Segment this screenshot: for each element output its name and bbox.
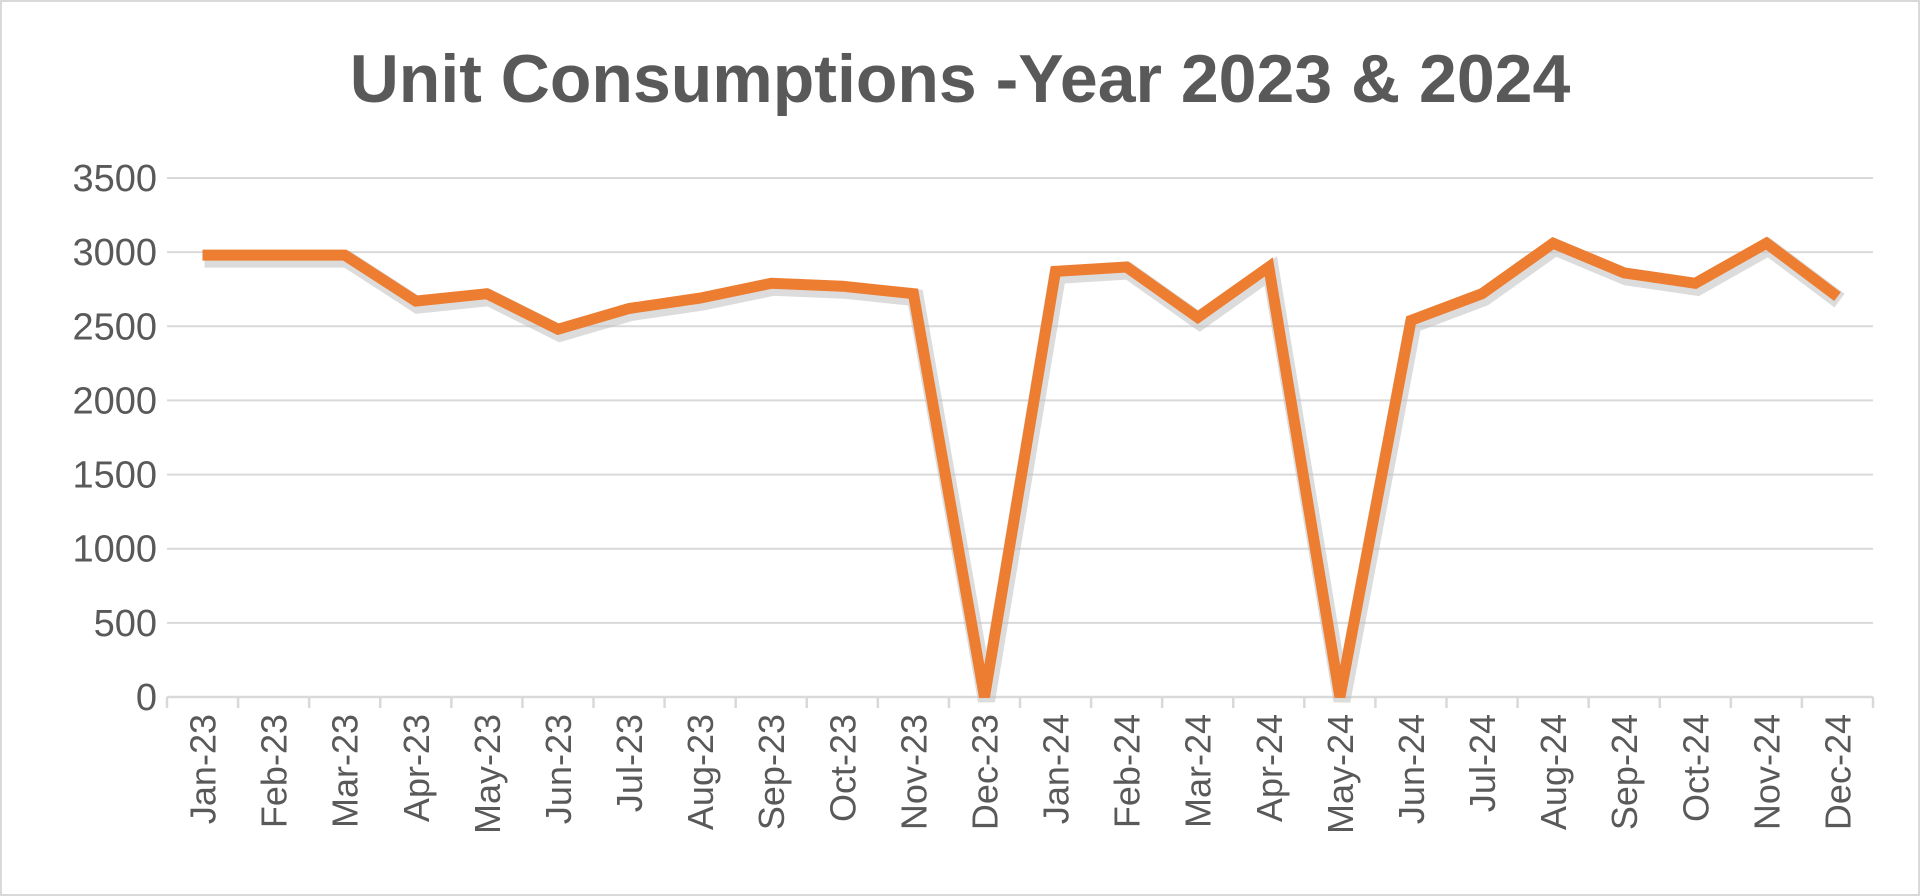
x-tick-label: Apr-23: [396, 714, 437, 822]
x-tick-label: Jun-23: [538, 714, 579, 824]
y-tick-label: 500: [94, 603, 157, 645]
y-tick-label: 3000: [72, 232, 157, 274]
chart-title: Unit Consumptions -Year 2023 & 2024: [350, 41, 1571, 117]
x-tick-label: Sep-24: [1604, 714, 1645, 830]
x-tick-label: Aug-24: [1533, 714, 1574, 830]
x-tick-label: May-24: [1320, 714, 1361, 834]
x-tick-label: Jul-24: [1462, 714, 1503, 812]
gridlines: [167, 177, 1873, 624]
x-tick-label: Feb-24: [1107, 714, 1148, 828]
y-tick-label: 0: [136, 677, 157, 719]
x-tick-label: Jan-24: [1036, 714, 1077, 824]
x-tick-label: Nov-24: [1746, 714, 1787, 830]
x-tick-label: Jul-23: [609, 714, 650, 812]
x-tick-label: Jun-24: [1391, 714, 1432, 824]
x-tick-label: Aug-23: [680, 714, 721, 830]
x-tick-label: Dec-23: [964, 714, 1005, 830]
x-axis: Jan-23 Feb-23 Mar-23 Apr-23 May-23 Jun-23 Jul-…: [165, 695, 1875, 834]
x-tick-label: Oct-23: [822, 714, 863, 822]
y-tick-label: 1500: [72, 455, 157, 497]
x-tick-label: Sep-23: [751, 714, 792, 830]
y-tick-label: 1000: [72, 529, 157, 571]
x-tick-label: Oct-24: [1675, 714, 1716, 822]
x-tick-label: May-23: [467, 714, 508, 834]
y-tick-label: 2000: [72, 380, 157, 422]
x-tick-label: Apr-24: [1249, 714, 1290, 822]
x-tick-label: Mar-23: [325, 714, 366, 828]
x-tick-label: Mar-24: [1178, 714, 1219, 828]
series-layer: [202, 236, 1845, 703]
y-tick-label: 2500: [72, 306, 157, 348]
x-tick-label: Jan-23: [183, 714, 224, 824]
x-tick-label: Feb-23: [254, 714, 295, 828]
series-line: [202, 236, 1841, 699]
y-tick-label: 3500: [72, 158, 157, 200]
x-tick-label: Dec-24: [1817, 714, 1858, 830]
y-axis: 0 500 1000 1500 2000 2500 3000 3500: [72, 158, 157, 719]
x-tick-label: Nov-23: [893, 714, 934, 830]
